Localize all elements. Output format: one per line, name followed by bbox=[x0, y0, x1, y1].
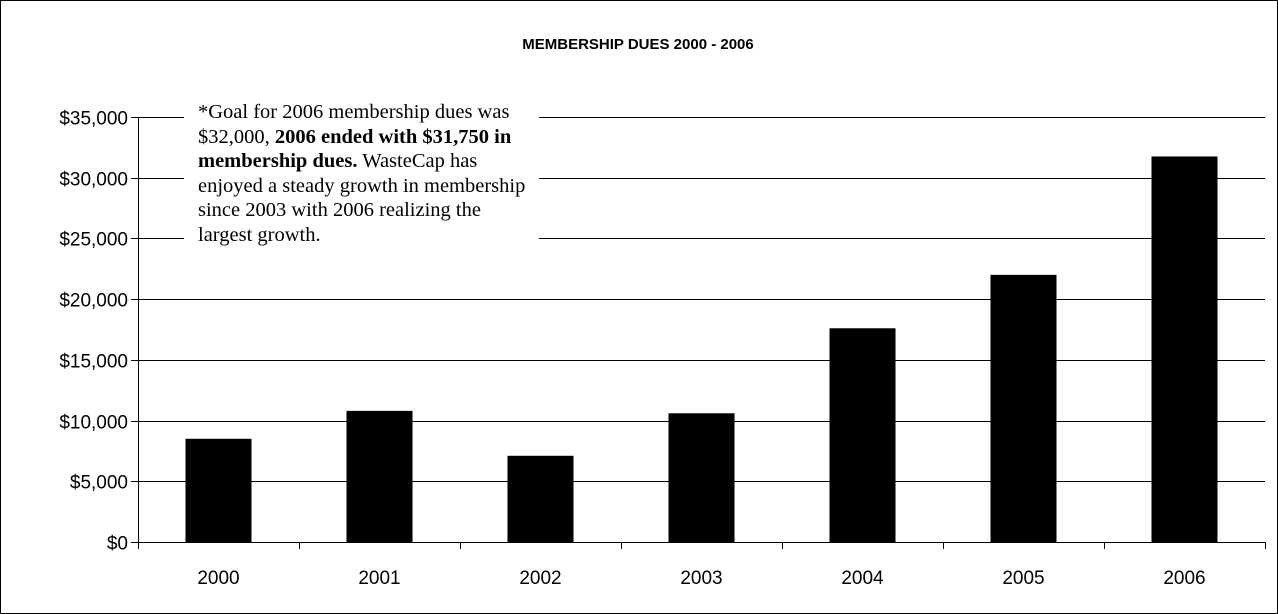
bar bbox=[1151, 156, 1218, 542]
y-tick-label: $10,000 bbox=[59, 413, 128, 434]
bar bbox=[990, 274, 1057, 542]
bar bbox=[507, 455, 574, 542]
x-tick-label: 2004 bbox=[841, 568, 884, 589]
axes bbox=[131, 117, 1266, 549]
x-tick-label: 2001 bbox=[358, 568, 400, 589]
y-tick-label: $15,000 bbox=[59, 352, 128, 373]
y-tick-label: $30,000 bbox=[59, 170, 128, 191]
x-tick-label: 2003 bbox=[680, 568, 722, 589]
y-tick-label: $0 bbox=[107, 534, 128, 555]
y-tick-label: $25,000 bbox=[59, 230, 128, 251]
y-tick-label: $20,000 bbox=[59, 291, 128, 312]
y-axis-tick-labels: $0 $5,000 $10,000 $15,000 $20,000 $25,000 $30,… bbox=[59, 109, 128, 555]
x-tick-label: 2006 bbox=[1163, 568, 1205, 589]
y-tick-label: $5,000 bbox=[70, 473, 128, 494]
bar bbox=[185, 438, 252, 542]
chart-annotation: *Goal for 2006 membership dues was $32,0… bbox=[184, 99, 539, 250]
x-axis-tick-labels: 2000 2001 2002 2003 2004 2005 2006 bbox=[197, 568, 1205, 589]
annotation-text-bold: 2006 ended with $31,750 in membership du… bbox=[198, 125, 512, 173]
bar bbox=[346, 410, 413, 542]
x-tick-label: 2005 bbox=[1002, 568, 1044, 589]
chart-title: MEMBERSHIP DUES 2000 - 2006 bbox=[522, 36, 753, 53]
bar bbox=[668, 413, 735, 542]
bars bbox=[185, 156, 1218, 542]
annotation-text-2: WasteCap has enjoyed a steady growth in … bbox=[198, 150, 526, 246]
annotation-text-1: *Goal for 2006 membership dues was $32,0… bbox=[198, 101, 510, 148]
bar bbox=[829, 328, 896, 542]
x-tick-label: 2000 bbox=[197, 568, 239, 589]
x-tick-label: 2002 bbox=[519, 568, 561, 589]
y-tick-label: $35,000 bbox=[59, 109, 128, 130]
